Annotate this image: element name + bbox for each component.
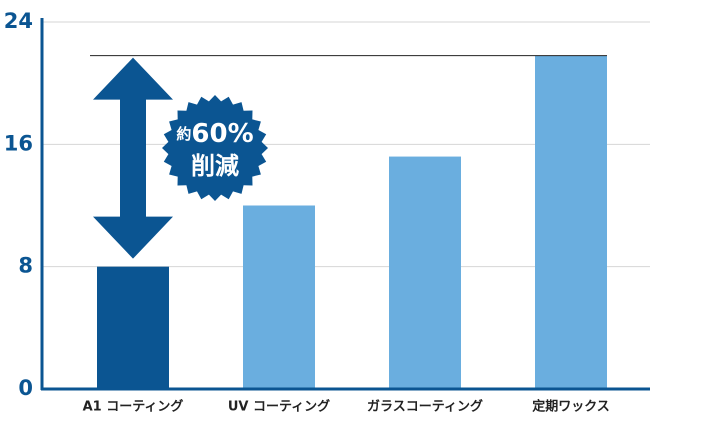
badge-percent: 60% (191, 119, 253, 149)
x-tick-label: A1 コーティング (83, 399, 184, 415)
x-tick-label: UV コーティング (228, 399, 330, 415)
x-tick-label: ガラスコーティング (367, 399, 483, 415)
reduction-arrow (93, 57, 173, 259)
badge-prefix: 約 (176, 125, 191, 143)
y-tick-label: 8 (18, 254, 33, 278)
bar (389, 156, 461, 389)
y-tick-label: 16 (4, 131, 33, 155)
y-tick-label: 0 (18, 376, 33, 400)
x-tick-label: 定期ワックス (531, 399, 610, 415)
badge-text: 削減 (191, 152, 239, 180)
bar (243, 205, 315, 389)
badge (162, 95, 268, 201)
badge-text: 約60% (176, 119, 253, 149)
y-tick-label: 24 (4, 9, 33, 33)
bar (97, 266, 169, 389)
bar (535, 55, 607, 390)
